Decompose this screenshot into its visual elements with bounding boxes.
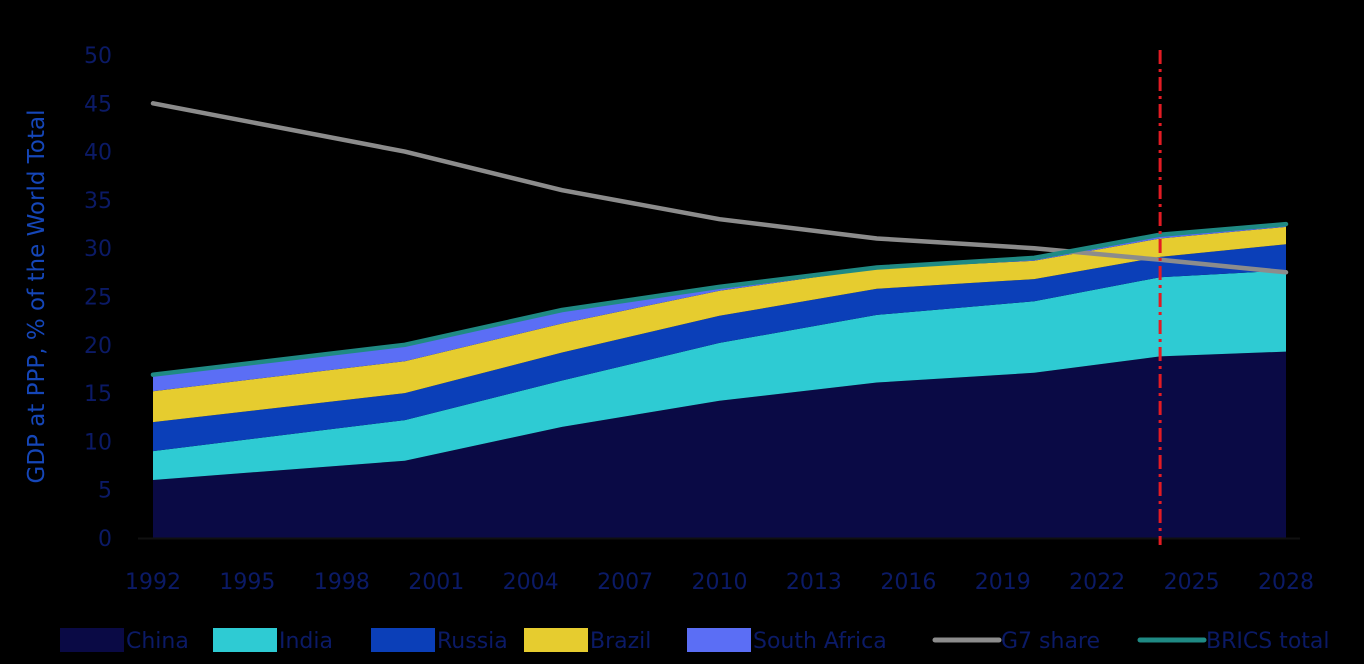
series-lines [150,101,1289,377]
legend-swatch-russia [371,628,435,652]
legend-label-brics-total: BRICS total [1206,629,1330,654]
x-tick-label: 2022 [1069,570,1125,595]
x-tick-label: 2007 [597,570,653,595]
y-axis-title: GDP at PPP, % of the World Total [24,109,50,483]
y-tick-label: 25 [84,286,112,311]
area-south-africa [153,224,1286,392]
legend-swatch-china [60,628,124,652]
area-india [153,270,1286,480]
y-tick-label: 10 [84,430,112,455]
legend: China India Russia Brazil South Africa G7 sha… [60,628,1330,654]
area-china [153,351,1286,538]
y-tick-label: 50 [84,44,112,69]
y-tick-label: 45 [84,92,112,117]
x-tick-label: 2010 [692,570,748,595]
legend-label-india: India [279,629,333,654]
stacked-areas [138,224,1300,540]
x-tick-label: 2013 [786,570,842,595]
area-brazil [153,226,1286,423]
x-tick-label: 2016 [880,570,936,595]
legend-swatch-south-africa [687,628,751,652]
x-tick-label: 1995 [219,570,275,595]
legend-label-china: China [126,629,189,654]
x-tick-label: 2019 [975,570,1031,595]
x-tick-label: 1992 [125,570,181,595]
legend-label-south-africa: South Africa [753,629,887,654]
legend-swatch-brazil [524,628,588,652]
legend-swatch-india [213,628,277,652]
x-tick-label: 2001 [408,570,464,595]
line-g7-share [150,101,1289,275]
area-russia [153,244,1286,452]
legend-label-russia: Russia [437,629,508,654]
y-tick-label: 30 [84,237,112,262]
x-tick-label: 1998 [314,570,370,595]
x-tick-label: 2028 [1258,570,1314,595]
line-brics-total [150,221,1289,377]
legend-label-brazil: Brazil [590,629,651,654]
y-tick-label: 0 [98,527,112,552]
y-tick-label: 15 [84,382,112,407]
x-tick-label: 2004 [503,570,559,595]
y-axis-ticks: 0 5 10 15 20 25 30 35 40 45 50 [84,44,112,552]
legend-label-g7-share: G7 share [1001,629,1100,654]
y-tick-label: 20 [84,334,112,359]
x-axis-ticks: 1992 1995 1998 2001 2004 2007 2010 2013 2016 2019… [125,570,1314,595]
x-tick-label: 2025 [1164,570,1220,595]
y-tick-label: 5 [98,479,112,504]
y-tick-label: 40 [84,141,112,166]
y-tick-label: 35 [84,189,112,214]
